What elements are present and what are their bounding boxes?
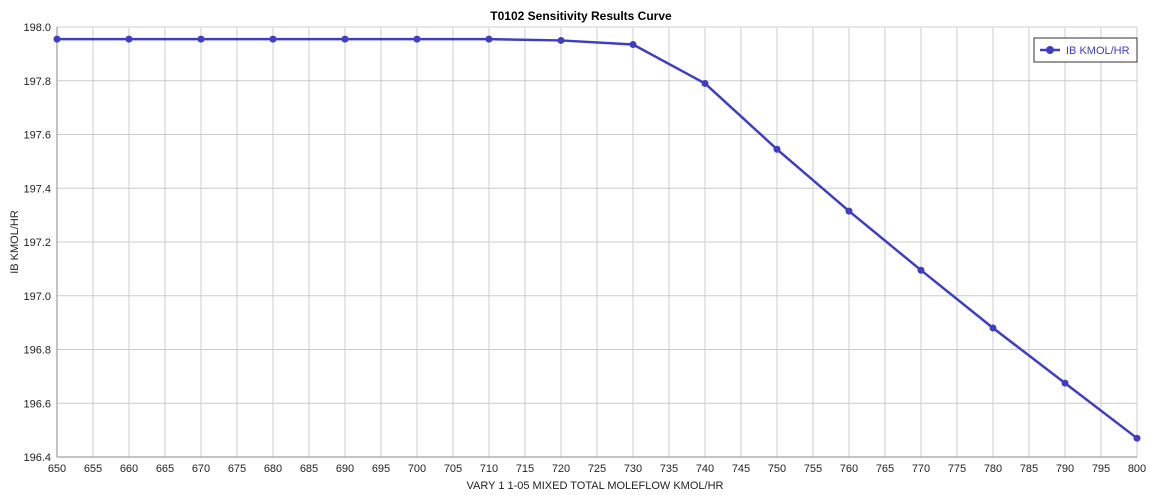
data-point <box>485 35 493 43</box>
x-tick-label: 755 <box>804 463 822 475</box>
x-tick-label: 795 <box>1092 463 1110 475</box>
legend-marker-swatch <box>1046 46 1054 54</box>
data-point <box>341 35 349 43</box>
x-tick-label: 690 <box>336 463 354 475</box>
x-tick-label: 710 <box>480 463 498 475</box>
x-tick-label: 665 <box>156 463 174 475</box>
y-tick-label: 197.4 <box>23 183 51 195</box>
y-tick-label: 196.4 <box>23 452 51 464</box>
x-tick-label: 675 <box>228 463 246 475</box>
x-tick-label: 670 <box>192 463 210 475</box>
x-tick-label: 740 <box>696 463 714 475</box>
x-tick-label: 750 <box>768 463 786 475</box>
x-tick-label: 730 <box>624 463 642 475</box>
x-tick-label: 760 <box>840 463 858 475</box>
y-tick-label: 198.0 <box>23 22 51 34</box>
grid <box>56 26 1138 458</box>
data-point <box>773 145 781 153</box>
data-point <box>1133 434 1141 442</box>
axes <box>56 27 1137 458</box>
x-tick-label: 735 <box>660 463 678 475</box>
data-point <box>989 324 997 332</box>
data-point <box>917 266 925 274</box>
legend-label: IB KMOL/HR <box>1066 45 1130 57</box>
data-point <box>197 35 205 43</box>
x-tick-label: 770 <box>912 463 930 475</box>
legend: IB KMOL/HR <box>1033 37 1138 63</box>
data-point <box>701 79 709 87</box>
y-tick-label: 197.8 <box>23 76 51 88</box>
series-line <box>57 37 1138 440</box>
x-tick-label: 650 <box>48 463 66 475</box>
chart-title: T0102 Sensitivity Results Curve <box>490 9 672 23</box>
x-tick-label: 800 <box>1128 463 1146 475</box>
x-tick-label: 775 <box>948 463 966 475</box>
data-point <box>629 40 637 48</box>
data-point <box>413 35 421 43</box>
y-tick-label: 196.8 <box>23 345 51 357</box>
x-tick-label: 785 <box>1020 463 1038 475</box>
x-tick-label: 780 <box>984 463 1002 475</box>
x-axis-label: VARY 1 1-05 MIXED TOTAL MOLEFLOW KMOL/HR <box>467 480 724 492</box>
x-tick-label: 660 <box>120 463 138 475</box>
data-point <box>53 35 61 43</box>
x-tick-label: 685 <box>300 463 318 475</box>
y-tick-label: 197.0 <box>23 291 51 303</box>
x-tick-label: 680 <box>264 463 282 475</box>
y-tick-label: 197.6 <box>23 130 51 142</box>
x-tick-label: 715 <box>516 463 534 475</box>
data-point <box>557 36 565 44</box>
x-tick-label: 700 <box>408 463 426 475</box>
x-tick-label: 705 <box>444 463 462 475</box>
tick-labels: 650 655 660 665 670 675 680 685 690 695 700 705 710 7… <box>23 22 1146 475</box>
x-tick-label: 765 <box>876 463 894 475</box>
data-point <box>845 207 853 215</box>
x-tick-label: 720 <box>552 463 570 475</box>
x-tick-label: 655 <box>84 463 102 475</box>
data-point <box>125 35 133 43</box>
series-layer <box>53 35 1141 442</box>
x-tick-label: 725 <box>588 463 606 475</box>
y-tick-label: 196.6 <box>23 398 51 410</box>
x-tick-label: 745 <box>732 463 750 475</box>
y-axis-label: IB KMOL/HR <box>9 210 21 274</box>
x-tick-label: 790 <box>1056 463 1074 475</box>
y-tick-label: 197.2 <box>23 237 51 249</box>
data-point <box>269 35 277 43</box>
x-tick-label: 695 <box>372 463 390 475</box>
data-point <box>1061 379 1069 387</box>
